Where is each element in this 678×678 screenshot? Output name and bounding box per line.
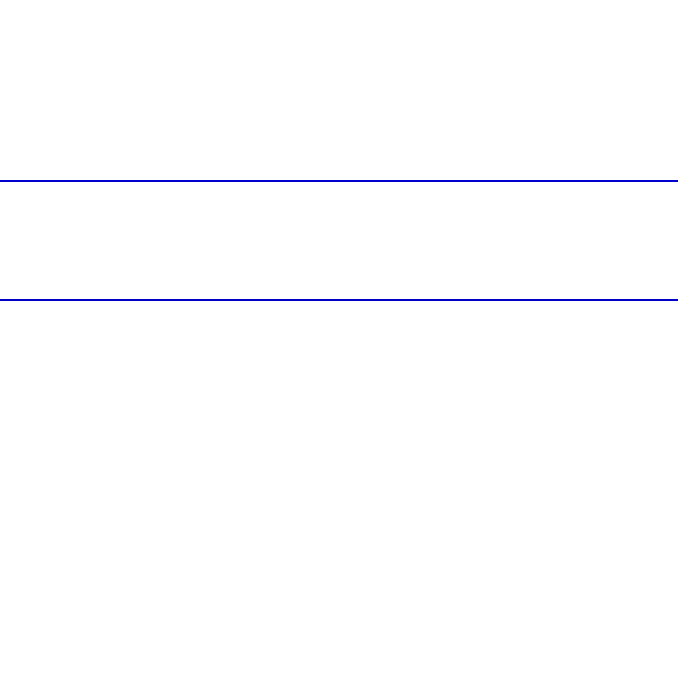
horizontal-rule — [0, 180, 678, 182]
horizontal-rule — [0, 299, 678, 301]
